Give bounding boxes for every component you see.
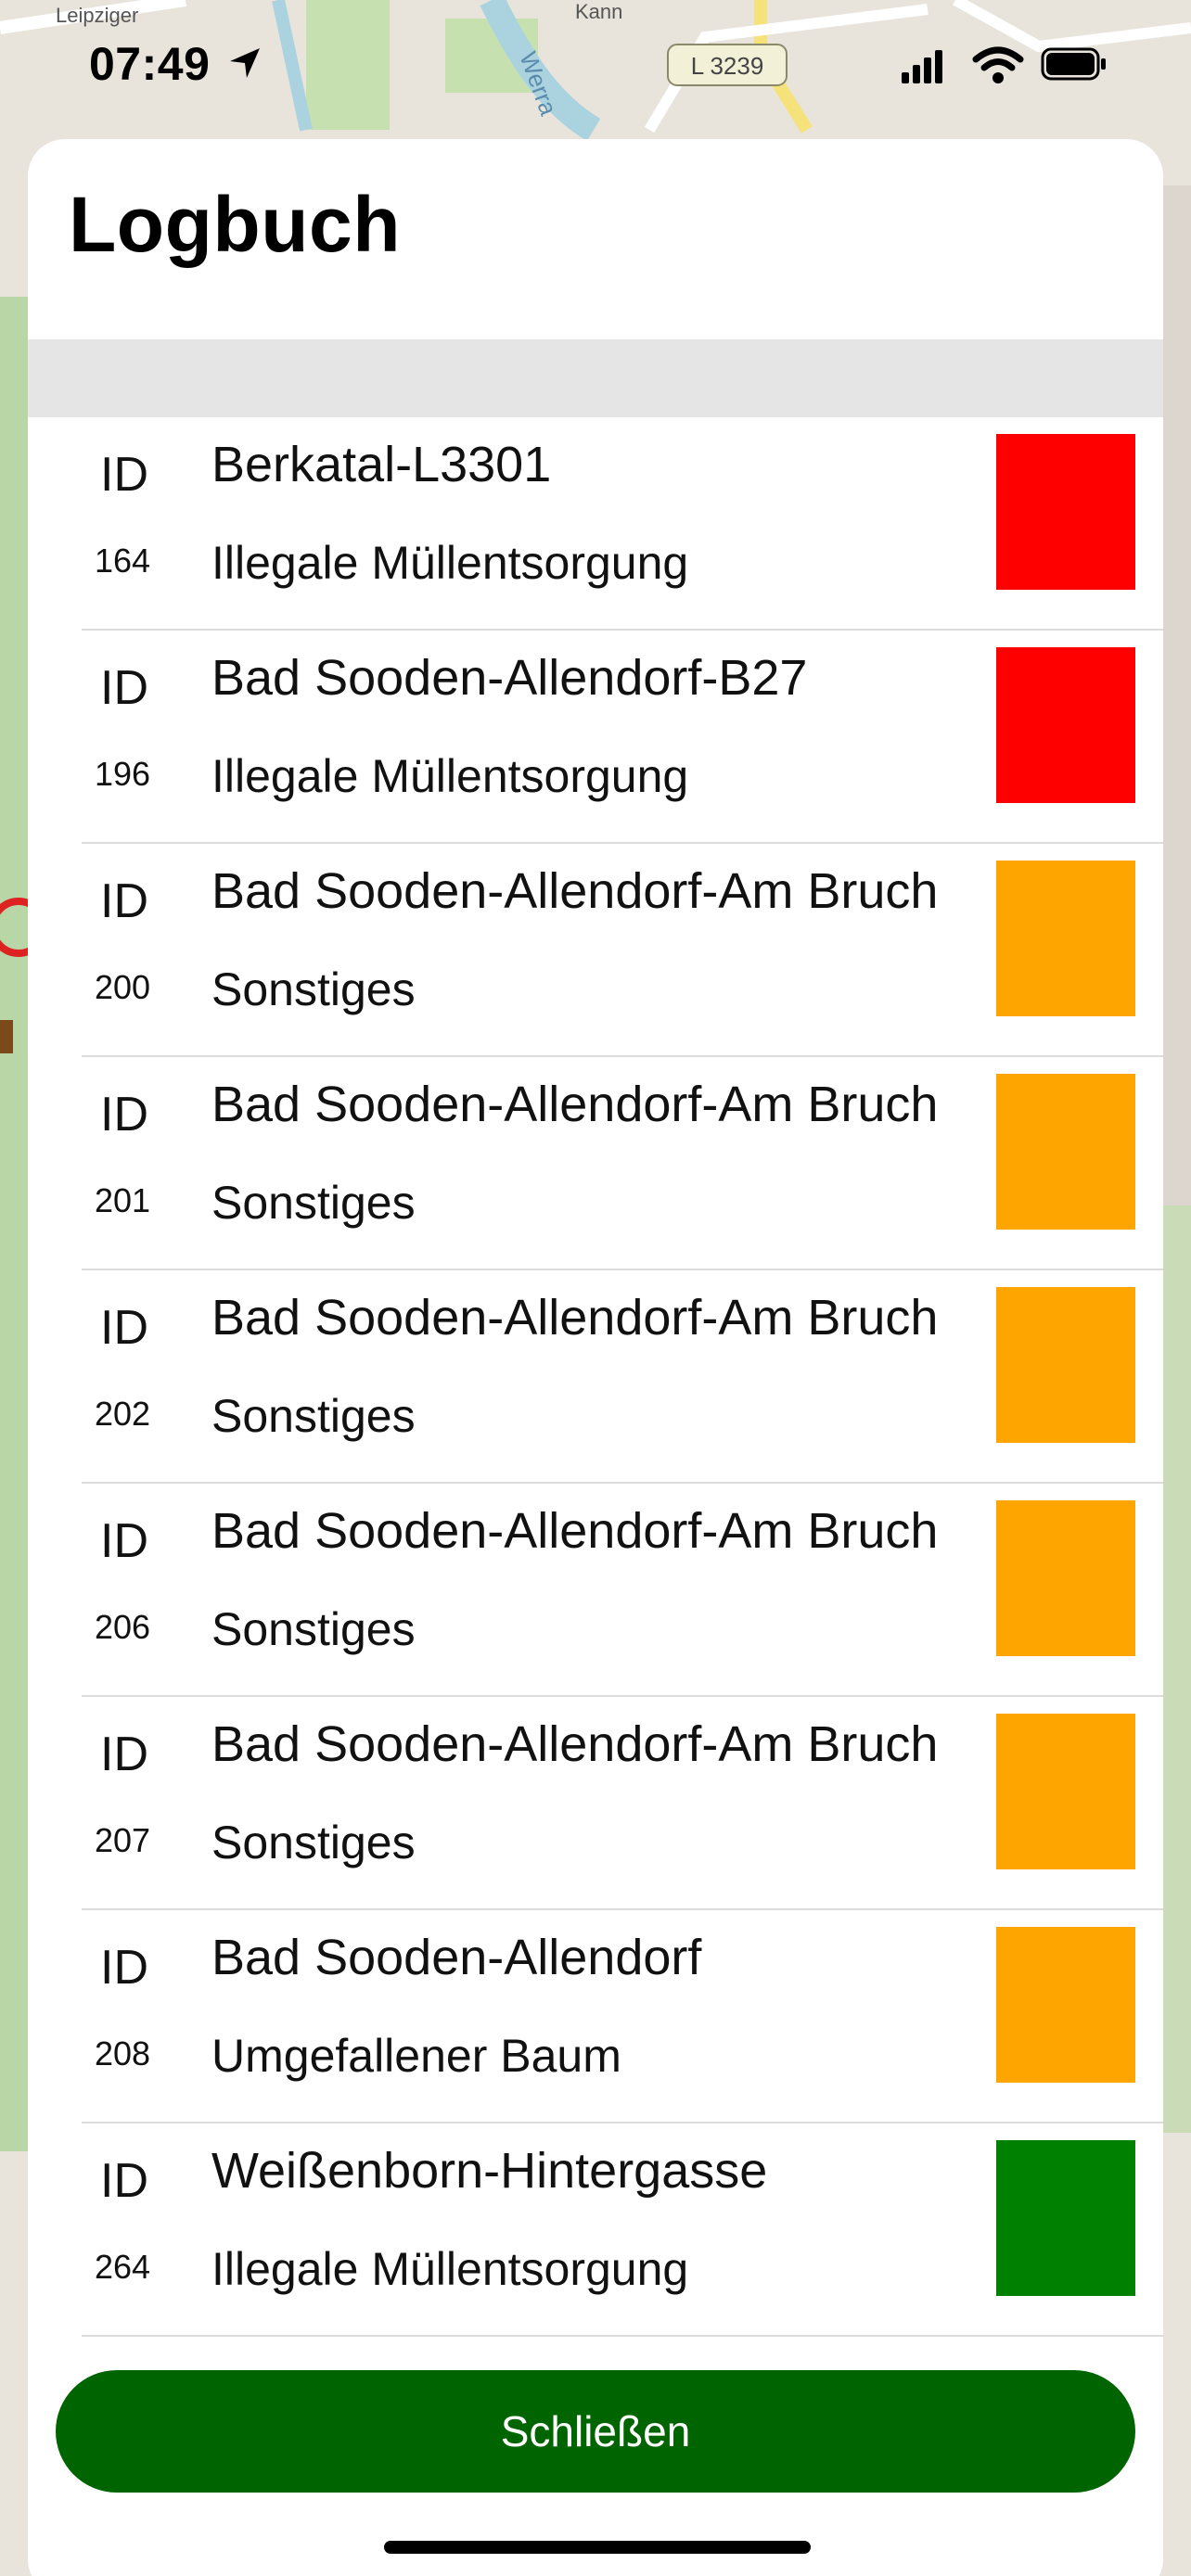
- entry-category: Sonstiges: [211, 1177, 416, 1229]
- entry-location: Berkatal-L3301: [211, 437, 552, 492]
- log-entry-row[interactable]: ID 164 Berkatal-L3301 Illegale Müllentso…: [28, 417, 1163, 631]
- cellular-signal-icon: [902, 50, 942, 83]
- entry-category: Illegale Müllentsorgung: [211, 537, 689, 589]
- entry-id: 164: [95, 542, 151, 580]
- status-color-swatch: [996, 647, 1135, 803]
- location-arrow-icon: [230, 48, 260, 78]
- entry-category: Illegale Müllentsorgung: [211, 750, 689, 802]
- entry-id: 200: [95, 968, 151, 1006]
- entry-id: 207: [95, 1821, 151, 1859]
- entry-location: Bad Sooden-Allendorf: [211, 1930, 702, 1985]
- entry-location: Bad Sooden-Allendorf-Am Bruch: [211, 1290, 939, 1345]
- status-color-swatch: [996, 1500, 1135, 1656]
- status-color-swatch: [996, 1287, 1135, 1443]
- id-label: ID: [100, 1301, 148, 1355]
- entry-category: Illegale Müllentsorgung: [211, 2243, 689, 2295]
- entry-location: Weißenborn-Hintergasse: [211, 2143, 768, 2199]
- id-label: ID: [100, 448, 148, 502]
- entry-id: 208: [95, 2034, 151, 2072]
- road-badge: L 3239: [691, 52, 764, 80]
- entry-id: 201: [95, 1181, 151, 1219]
- entry-id: 264: [95, 2248, 151, 2286]
- street-label: Kann: [575, 0, 622, 23]
- entry-category: Sonstiges: [211, 1390, 416, 1442]
- id-label: ID: [100, 661, 148, 715]
- entry-category: Sonstiges: [211, 963, 416, 1015]
- id-label: ID: [100, 2154, 148, 2208]
- status-color-swatch: [996, 434, 1135, 590]
- id-label: ID: [100, 874, 148, 928]
- entry-id: 206: [95, 1608, 151, 1646]
- street-label: Leipziger: [56, 4, 138, 27]
- entry-location: Bad Sooden-Allendorf-Am Bruch: [211, 1503, 939, 1559]
- page-title: Logbuch: [69, 181, 402, 268]
- entry-category: Umgefallener Baum: [211, 2030, 621, 2082]
- id-label: ID: [100, 1088, 148, 1141]
- status-color-swatch: [996, 861, 1135, 1016]
- status-time: 07:49: [89, 38, 211, 90]
- log-entry-row[interactable]: ID 207 Bad Sooden-Allendorf-Am Bruch Son…: [28, 1697, 1163, 1910]
- home-indicator: [384, 2541, 811, 2554]
- entry-id: 202: [95, 1395, 151, 1433]
- entry-id: 196: [95, 755, 151, 793]
- id-label: ID: [100, 1728, 148, 1781]
- entry-location: Bad Sooden-Allendorf-Am Bruch: [211, 1077, 939, 1132]
- entry-location: Bad Sooden-Allendorf-Am Bruch: [211, 1716, 939, 1772]
- log-entry-row[interactable]: ID 200 Bad Sooden-Allendorf-Am Bruch Son…: [28, 844, 1163, 1057]
- status-color-swatch: [996, 1714, 1135, 1869]
- id-label: ID: [100, 1514, 148, 1568]
- close-button[interactable]: Schließen: [56, 2370, 1135, 2493]
- entry-category: Sonstiges: [211, 1603, 416, 1655]
- status-color-swatch: [996, 1074, 1135, 1230]
- logbook-sheet: Logbuch ID 164 Berkatal-L3301 Illegale M…: [28, 139, 1163, 2576]
- status-color-swatch: [996, 1927, 1135, 2083]
- log-entry-row[interactable]: ID 206 Bad Sooden-Allendorf-Am Bruch Son…: [28, 1484, 1163, 1697]
- list-section-header: [28, 339, 1163, 417]
- entry-location: Bad Sooden-Allendorf-B27: [211, 650, 808, 706]
- log-list[interactable]: ID 164 Berkatal-L3301 Illegale Müllentso…: [28, 417, 1163, 2337]
- status-color-swatch: [996, 2140, 1135, 2296]
- log-entry-row[interactable]: ID 202 Bad Sooden-Allendorf-Am Bruch Son…: [28, 1270, 1163, 1484]
- log-entry-row[interactable]: ID 201 Bad Sooden-Allendorf-Am Bruch Son…: [28, 1057, 1163, 1270]
- wifi-icon: [972, 46, 1024, 83]
- id-label: ID: [100, 1941, 148, 1995]
- log-entry-row[interactable]: ID 208 Bad Sooden-Allendorf Umgefallener…: [28, 1910, 1163, 2123]
- log-entry-row[interactable]: ID 264 Weißenborn-Hintergasse Illegale M…: [28, 2123, 1163, 2337]
- status-bar: 07:49: [0, 0, 1191, 130]
- entry-location: Bad Sooden-Allendorf-Am Bruch: [211, 863, 939, 919]
- log-entry-row[interactable]: ID 196 Bad Sooden-Allendorf-B27 Illegale…: [28, 631, 1163, 844]
- entry-category: Sonstiges: [211, 1817, 416, 1868]
- battery-icon: [1041, 47, 1106, 81]
